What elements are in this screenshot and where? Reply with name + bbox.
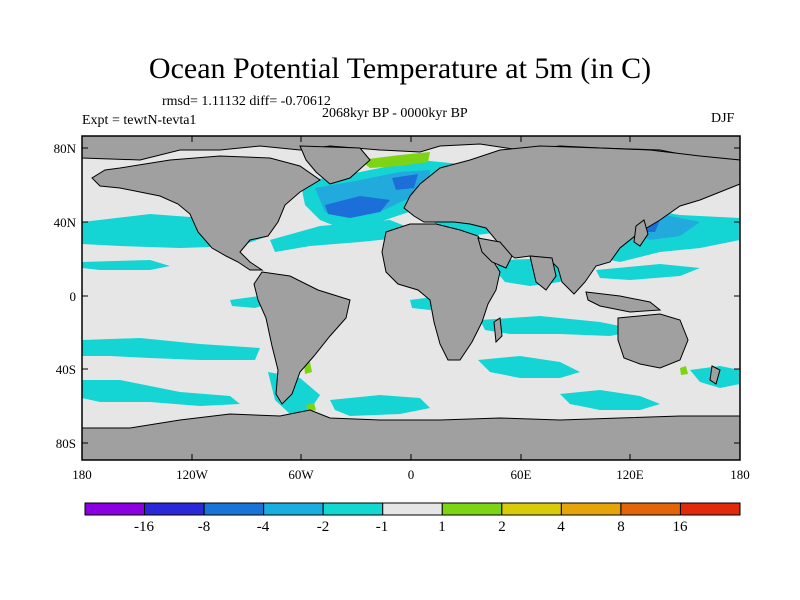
experiment-text: Expt = tewtN-tevta1 [82, 113, 197, 128]
colorbar-box [84, 502, 146, 516]
lon-tick-label: 120E [616, 467, 644, 482]
colorbar-label: 1 [438, 519, 446, 535]
lon-tick-label: 180 [730, 467, 750, 482]
lat-tick-label: 40S [55, 362, 76, 377]
warming-patches [304, 152, 688, 412]
colorbar-label: 2 [498, 519, 506, 535]
colorbar-box [679, 502, 741, 516]
colorbar-label: -16 [134, 519, 154, 535]
colorbar-label: 16 [672, 519, 688, 535]
colorbar-label: 8 [617, 519, 625, 535]
colorbar-box [263, 502, 324, 516]
colorbar-box [203, 502, 265, 516]
colorbar-label: -1 [375, 519, 389, 535]
lat-tick-label: 40N [53, 215, 76, 230]
map-ticks [81, 136, 741, 460]
lon-tick-label: 60E [510, 467, 532, 482]
colorbar-box [322, 502, 384, 516]
colorbar-box [382, 502, 443, 516]
lat-tick-label: 0 [69, 289, 77, 304]
lon-tick-label: 0 [407, 467, 415, 482]
colorbar-label: 4 [557, 519, 565, 535]
chart-title: Ocean Potential Temperature at 5m (in C) [148, 52, 652, 85]
stats-text: rmsd= 1.11132 diff= -0.70612 [162, 94, 331, 109]
colorbar-label: -8 [197, 519, 211, 535]
season-label: DJF [711, 111, 735, 126]
lon-tick-label: 60W [288, 467, 314, 482]
colorbar-label: -2 [316, 519, 330, 535]
colorbar-box [560, 502, 622, 516]
lon-tick-label: 180 [72, 467, 92, 482]
lon-tick-label: 120W [176, 467, 208, 482]
colorbar-box [144, 502, 205, 516]
lat-tick-label: 80N [53, 141, 76, 156]
colorbar-box [441, 502, 503, 516]
land-masses [81, 135, 741, 461]
colorbar-box [620, 502, 681, 516]
lat-tick-label: 80S [55, 436, 76, 451]
colorbar-label: -4 [256, 519, 270, 535]
colorbar-box [501, 502, 562, 516]
period-text: 2068kyr BP - 0000kyr BP [322, 106, 468, 121]
